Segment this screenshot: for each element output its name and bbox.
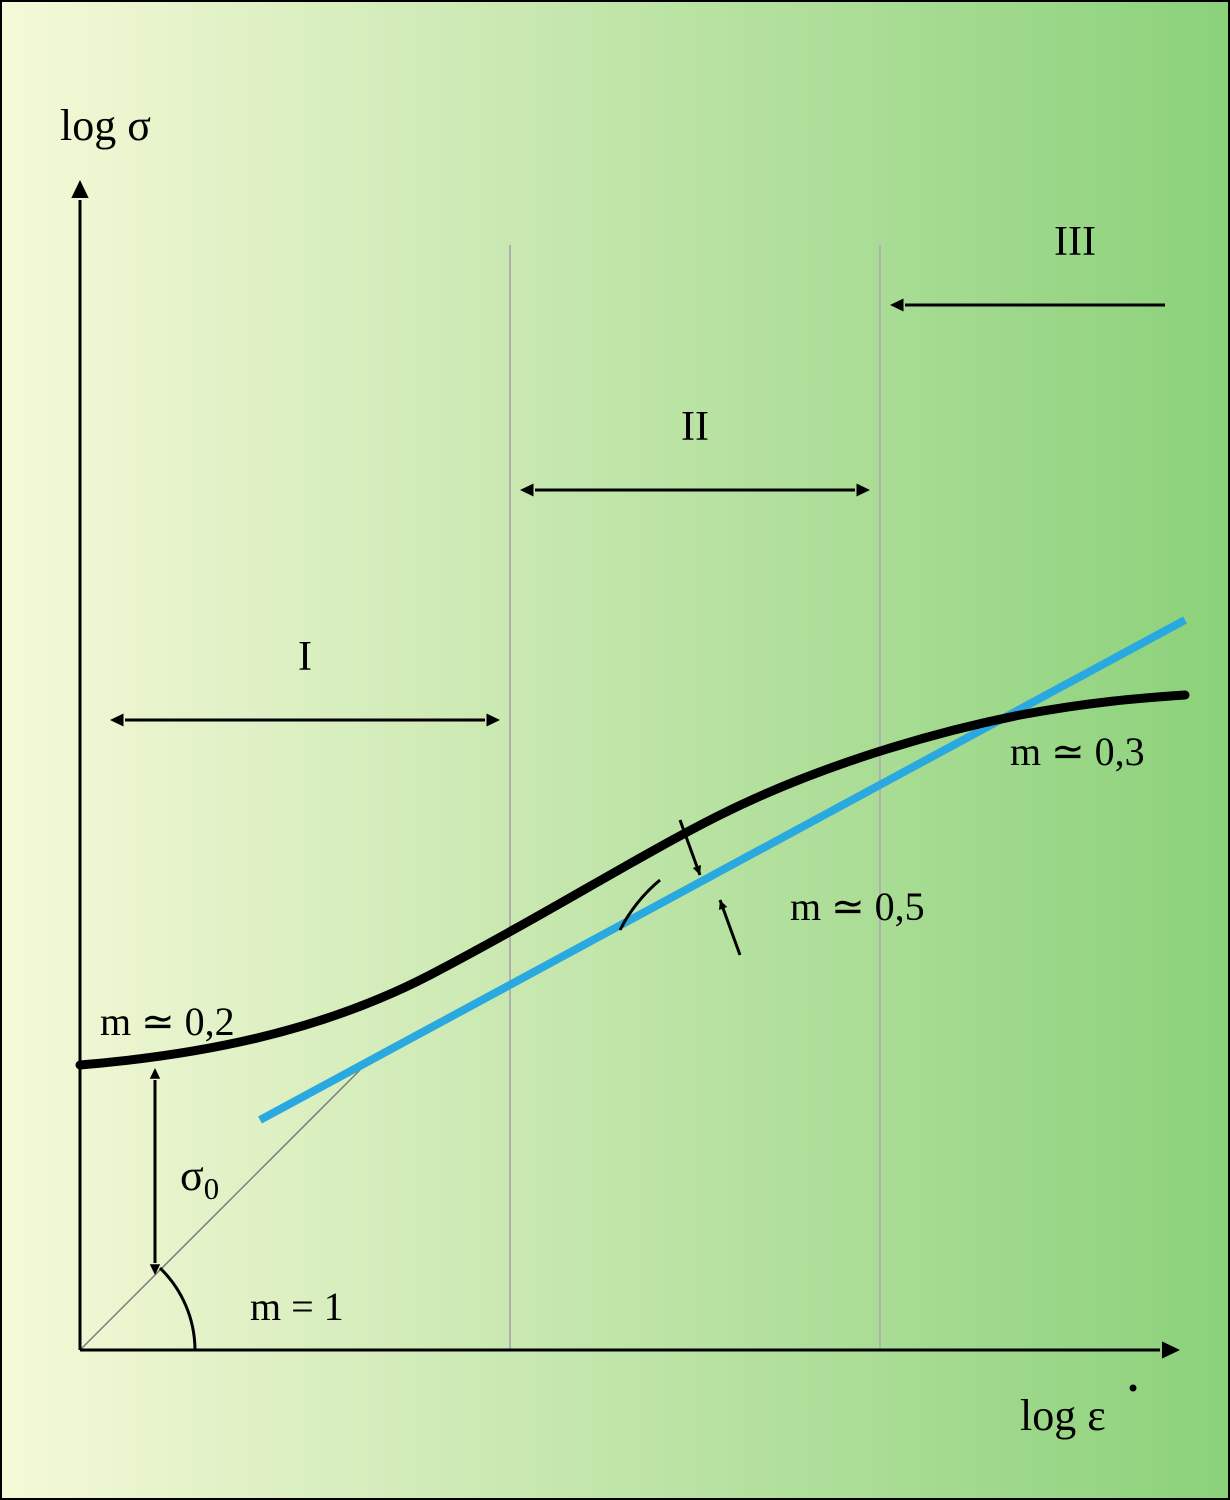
x-axis-label: log ε — [1020, 1391, 1106, 1440]
m-label-right: m ≃ 0,3 — [1010, 729, 1145, 774]
y-axis-label: log σ — [60, 101, 151, 150]
region-label-2: II — [681, 404, 709, 450]
region-label-3: III — [1054, 219, 1096, 265]
m-label-left: m ≃ 0,2 — [100, 999, 235, 1044]
m-label-mid: m ≃ 0,5 — [790, 884, 925, 929]
m1-label: m = 1 — [250, 1284, 344, 1329]
region-label-1: I — [298, 634, 312, 680]
epsilon-dot — [1130, 1385, 1137, 1392]
